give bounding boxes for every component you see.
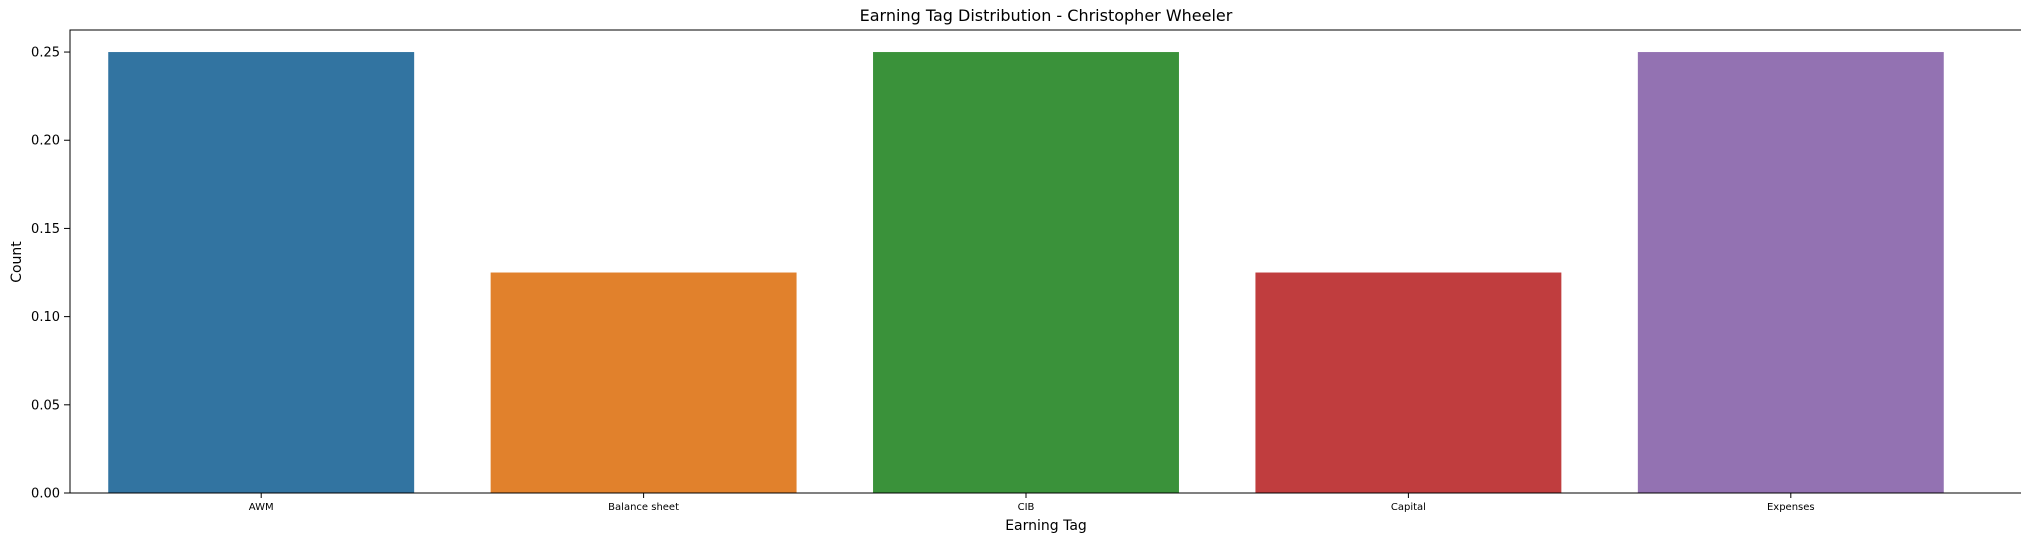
x-tick-label: AWM	[249, 502, 274, 513]
x-tick-label: CIB	[1018, 502, 1035, 513]
bars	[108, 52, 1944, 494]
y-tick-label: 0.00	[31, 487, 60, 502]
y-tick-label: 0.05	[31, 398, 60, 413]
x-axis-ticks: AWM Balance sheet CIB Capital Expenses	[249, 493, 1815, 513]
y-tick-label: 0.20	[31, 134, 60, 149]
y-tick-label: 0.25	[31, 46, 60, 61]
y-axis-ticks: 0.00 0.05 0.10 0.15 0.20 0.25	[31, 46, 70, 502]
bar-awm	[108, 52, 415, 494]
chart-title: Earning Tag Distribution - Christopher W…	[860, 6, 1233, 25]
x-tick-label: Capital	[1391, 502, 1426, 513]
x-axis-label: Earning Tag	[1005, 518, 1087, 534]
x-tick-label: Balance sheet	[608, 502, 679, 513]
y-tick-label: 0.15	[31, 222, 60, 237]
bar-balance-sheet	[490, 272, 797, 493]
bar-capital	[1255, 272, 1562, 493]
bar-expenses	[1637, 52, 1944, 494]
y-axis-label: Count	[9, 241, 25, 283]
y-tick-label: 0.10	[31, 310, 60, 325]
x-tick-label: Expenses	[1767, 502, 1815, 513]
bar-cib	[873, 52, 1179, 494]
plot-frame	[69, 29, 2021, 494]
